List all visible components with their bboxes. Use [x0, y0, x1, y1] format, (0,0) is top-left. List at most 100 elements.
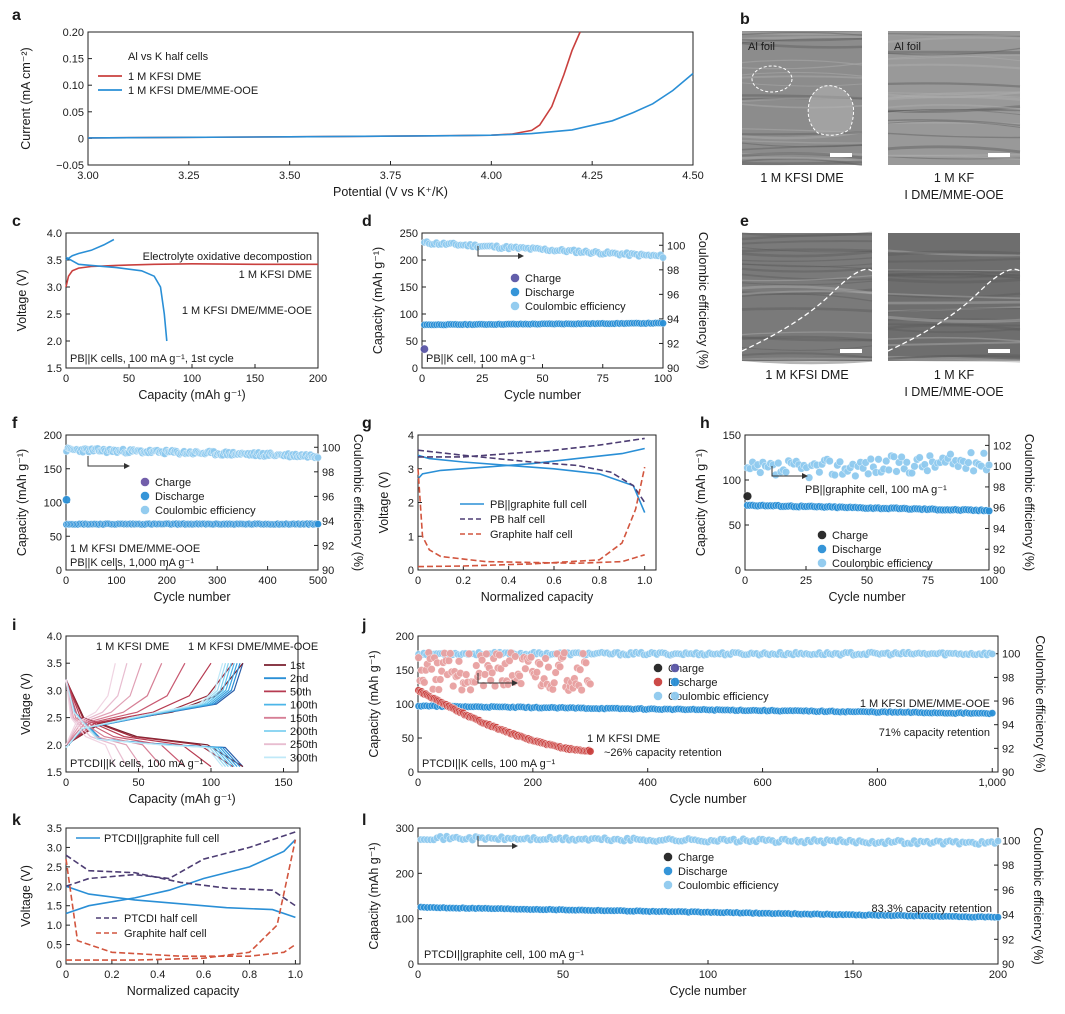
- series-line: [65, 663, 116, 746]
- annotation: 1 M KFSI DME: [239, 269, 312, 281]
- image-caption: I DME/MME-OOE: [904, 385, 1003, 399]
- y-tick-label: 0.05: [63, 107, 84, 119]
- x-tick-label: 0: [63, 575, 69, 587]
- arrow-head: [124, 463, 130, 469]
- y-tick-label: 0: [56, 565, 62, 577]
- series-line: [65, 679, 186, 768]
- panel-i-axes: [65, 635, 299, 773]
- y2-tick-label: 94: [667, 314, 679, 326]
- texture-streak: [741, 75, 863, 79]
- y2-tick-label: 92: [667, 338, 679, 350]
- series-line: [417, 449, 646, 503]
- image-caption: 1 M KF: [934, 368, 975, 382]
- texture-streak: [887, 355, 1021, 363]
- texture-streak: [887, 91, 1021, 99]
- panel-label-i: i: [12, 617, 16, 634]
- x-tick-label: 800: [868, 777, 886, 789]
- y-tick-label: 100: [723, 475, 741, 487]
- texture-streak: [741, 285, 873, 295]
- series-line: [65, 854, 296, 907]
- ce-point: [994, 837, 1002, 845]
- y2-tick-label: 98: [993, 482, 1005, 494]
- y-tick-label: 150: [723, 430, 741, 442]
- texture-streak: [741, 35, 863, 41]
- texture-streak: [887, 105, 1021, 113]
- ce-point: [659, 253, 667, 262]
- texture-streak: [741, 345, 873, 351]
- legend-marker: [817, 544, 827, 554]
- texture-streak: [887, 272, 1021, 279]
- texture-streak: [887, 292, 1021, 300]
- ce-point: [535, 660, 544, 669]
- texture-streak: [741, 157, 863, 167]
- ce-point: [910, 462, 919, 471]
- ce-point: [434, 685, 443, 694]
- legend-marker: [653, 677, 663, 687]
- texture-streak: [887, 318, 1021, 322]
- y-tick-label: 50: [402, 733, 414, 745]
- x-tick-label: 0: [415, 777, 421, 789]
- texture-streak: [741, 140, 863, 144]
- texture-streak: [887, 33, 1021, 38]
- x-tick-label: 0.4: [150, 969, 165, 981]
- ce-point: [892, 467, 901, 476]
- ce-point: [902, 458, 911, 467]
- image-caption: 1 M KFSI DME: [765, 368, 848, 382]
- texture-streak: [741, 267, 873, 273]
- y-tick-label: 2.0: [47, 881, 62, 893]
- y-tick-label: 0.15: [63, 54, 84, 66]
- x-tick-label: 150: [844, 969, 862, 981]
- x-axis-label: Potential (V vs K⁺/K): [333, 185, 448, 199]
- x-axis-label: Cycle number: [153, 590, 230, 604]
- ce-point: [515, 671, 524, 680]
- panel-a-axes: [87, 31, 694, 166]
- x-tick-label: 600: [753, 777, 771, 789]
- y2-tick-label: 96: [667, 289, 679, 301]
- legend-label: 1 M KFSI DME/MME-OOE: [128, 85, 258, 97]
- ce-point: [454, 657, 463, 666]
- x-tick-label: 75: [922, 575, 934, 587]
- x-axis-label: Cycle number: [828, 590, 905, 604]
- y2-axis-label: Coulombic efficiency (%): [1031, 827, 1045, 964]
- charge-point: [420, 344, 429, 354]
- y-tick-label: 3.5: [47, 658, 62, 670]
- ce-point: [851, 471, 860, 480]
- series-line: [65, 238, 115, 261]
- y-tick-label: 250: [400, 228, 418, 240]
- ce-point: [907, 469, 916, 478]
- series-line: [65, 662, 212, 746]
- y-tick-label: 0.10: [63, 80, 84, 92]
- x-tick-label: 500: [309, 575, 327, 587]
- legend-marker: [670, 677, 680, 687]
- y2-tick-label: 90: [322, 565, 334, 577]
- series-line: [65, 662, 163, 746]
- x-tick-label: 200: [309, 373, 327, 385]
- y-tick-label: 200: [396, 868, 414, 880]
- texture-streak: [741, 307, 873, 313]
- texture-streak: [741, 160, 863, 166]
- y-tick-label: 100: [396, 699, 414, 711]
- legend-marker: [663, 866, 673, 876]
- legend-marker: [510, 301, 520, 311]
- ce-point: [866, 455, 875, 464]
- micrograph-e-1: [741, 231, 873, 365]
- texture-streak: [887, 269, 1021, 277]
- x-tick-label: 3.00: [77, 170, 98, 182]
- series-line: [66, 839, 297, 961]
- texture-streak: [887, 119, 1021, 127]
- ce-point: [988, 650, 997, 658]
- image-caption: 1 M KFSI DME: [760, 171, 843, 185]
- panel-g-axes: [417, 434, 657, 571]
- y-tick-label: 0: [408, 959, 414, 971]
- y-axis-label: Current (mA cm⁻²): [19, 47, 33, 149]
- y2-axis-label: Coulombic efficiency (%): [696, 232, 710, 369]
- legend-label: 50th: [290, 686, 311, 698]
- legend-label: 100th: [290, 700, 318, 712]
- y-tick-label: 3.0: [47, 282, 62, 294]
- texture-streak: [887, 292, 1021, 299]
- series-line: [65, 679, 128, 767]
- texture-streak: [887, 154, 1021, 160]
- texture-streak: [887, 132, 1021, 139]
- panel-label-l: l: [362, 812, 366, 829]
- texture-streak: [887, 355, 1021, 360]
